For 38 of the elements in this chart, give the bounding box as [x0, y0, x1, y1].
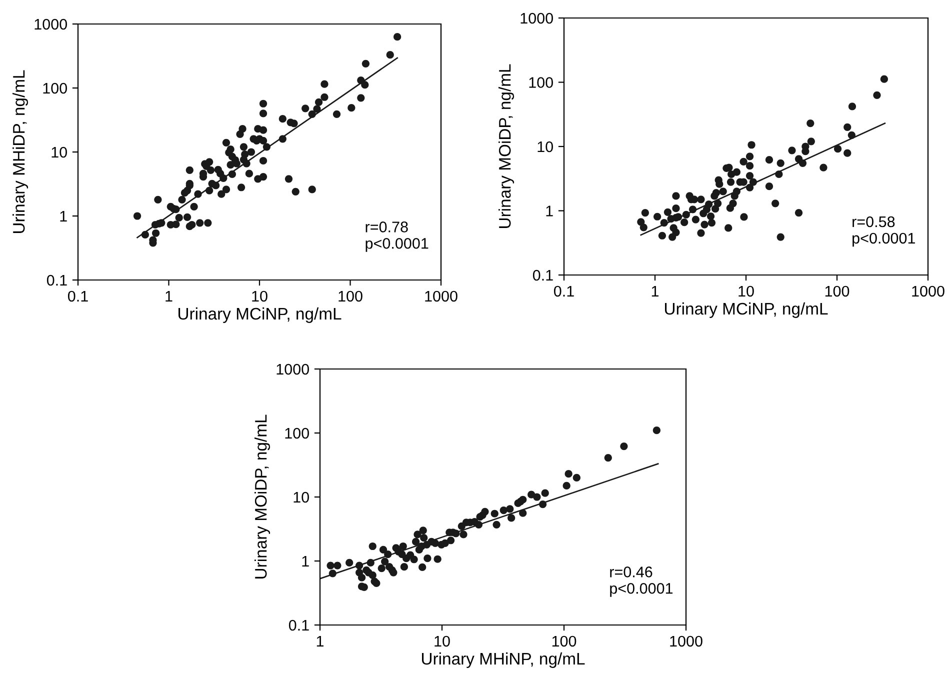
x-tick-label: 10 [252, 290, 268, 302]
x-tick-label: 0.1 [554, 286, 574, 297]
y-tick-label: 0.1 [532, 270, 553, 281]
y-tick-label: 1 [60, 211, 67, 222]
y-tick-label: 10 [52, 146, 67, 158]
y-tick-label: 10 [294, 492, 309, 503]
y-tick-label: 1000 [276, 364, 309, 375]
x-tick-label: 1000 [670, 636, 702, 647]
x-tick-label: 0.1 [68, 290, 88, 302]
y-tick-label: 100 [43, 82, 67, 94]
y-axis-title: Urinary MOiDP, ng/mL [254, 414, 270, 578]
x-tick-label: 100 [825, 286, 850, 297]
y-axis-title: Urinary MHiDP, ng/mL [12, 70, 28, 233]
y-tick-label: 100 [529, 77, 553, 88]
y-tick-label: 0.1 [288, 620, 309, 631]
y-tick-label: 10 [538, 141, 553, 152]
x-axis-title: Urinary MCiNP, ng/mL [665, 302, 828, 318]
annotation: r=0.78 p<0.0001 [366, 222, 428, 252]
x-tick-label: 100 [338, 290, 362, 302]
y-tick-label: 1000 [34, 18, 67, 30]
x-axis-title: Urinary MHiNP, ng/mL [422, 652, 585, 668]
y-tick-label: 1 [302, 556, 309, 567]
y-tick-label: 1000 [520, 12, 553, 24]
y-tick-label: 1 [546, 206, 553, 216]
x-tick-label: 10 [738, 286, 754, 297]
y-tick-label: 0.1 [46, 274, 67, 286]
x-tick-label: 100 [552, 636, 576, 647]
annotation: r=0.46 p<0.0001 [610, 566, 673, 597]
x-tick-label: 1 [166, 290, 172, 302]
annotation: r=0.58 p<0.0001 [852, 216, 915, 247]
x-tick-label: 1 [316, 636, 324, 646]
x-tick-label: 1000 [912, 286, 944, 297]
x-tick-label: 10 [434, 636, 450, 647]
x-tick-label: 1 [652, 286, 659, 296]
x-tick-label: 1000 [425, 290, 458, 302]
y-tick-label: 100 [285, 428, 309, 439]
x-axis-title: Urinary MCiNP, ng/mL [178, 307, 342, 323]
y-axis-title: Urinary MOiDP, ng/mL [498, 64, 514, 228]
